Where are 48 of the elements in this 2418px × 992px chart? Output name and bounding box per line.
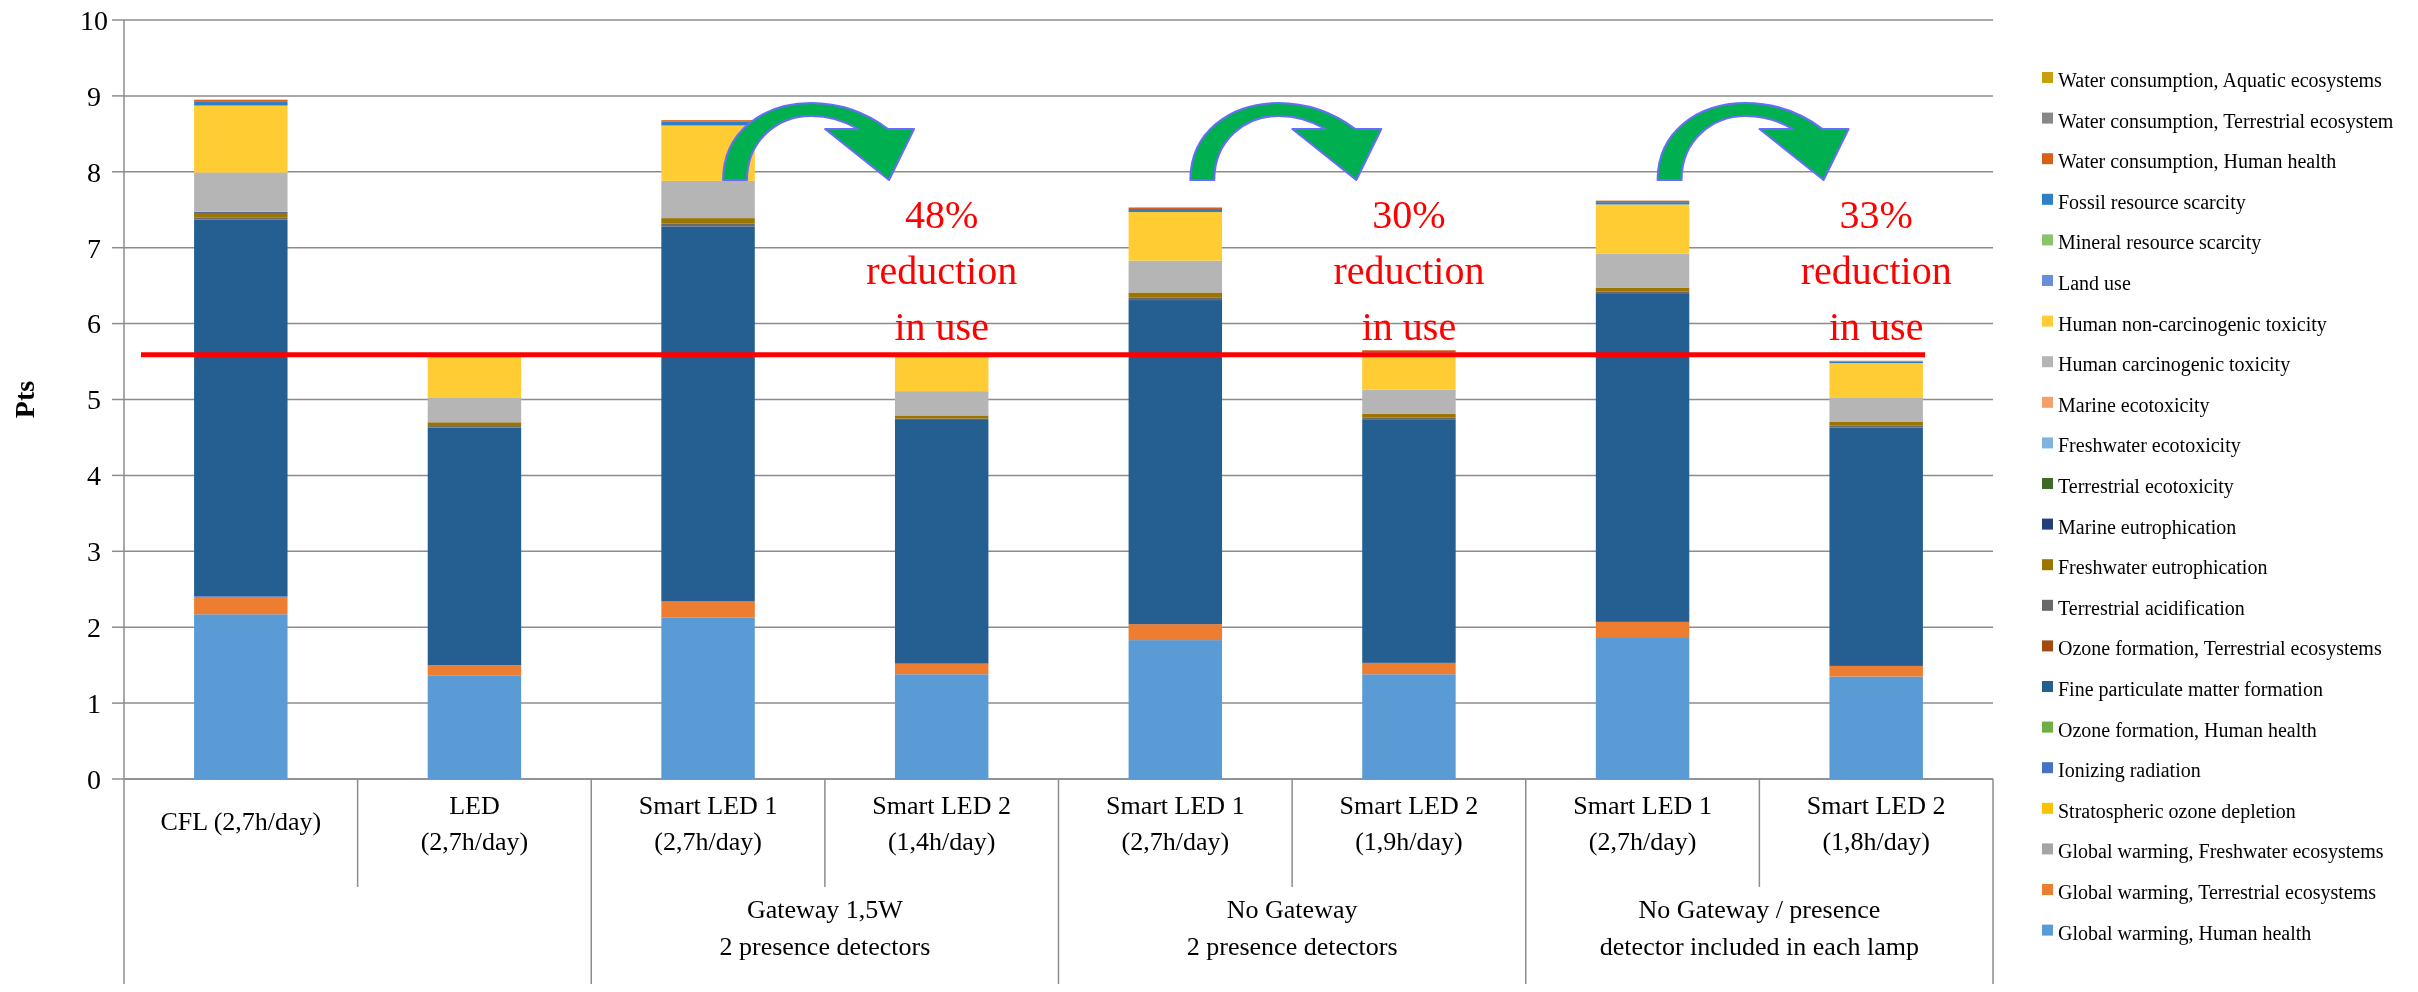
legend-label: Water consumption, Terrestrial ecosystem xyxy=(2058,109,2394,133)
annotation: 48% reduction in use xyxy=(866,192,1018,349)
legend-label: Global warming, Terrestrial ecosystems xyxy=(2058,881,2377,904)
x-tick-label: Smart LED 1 (2,7h/day) xyxy=(1105,791,1245,856)
legend-label: Stratospheric ozone depletion xyxy=(2058,799,2296,823)
legend-label: Human non-carcinogenic toxicity xyxy=(2058,312,2327,336)
legend-label: Ionizing radiation xyxy=(2058,759,2201,783)
text: No Gateway / presence detector included in each lamp xyxy=(1599,895,1919,961)
legend-label: Ozone formation, Terrestrial ecosystems xyxy=(2058,637,2382,661)
x-tick-label: LED (2,7h/day) xyxy=(420,791,529,856)
legend-label: Marine eutrophication xyxy=(2058,515,2237,539)
x-tick-label: Smart LED 2 (1,8h/day) xyxy=(1806,791,1946,856)
legend-label: Mineral resource scarcity xyxy=(2058,231,2262,255)
legend-label: Global warming, Human health xyxy=(2058,921,2312,945)
legend-label: Water consumption, Human health xyxy=(2058,150,2337,174)
y-tick-label: 2 xyxy=(87,612,101,643)
y-tick-label: 9 xyxy=(87,80,101,112)
text: No Gateway 2 presence detectors xyxy=(1186,895,1398,961)
y-tick-label: 10 xyxy=(80,4,108,36)
legend-label: Freshwater ecotoxicity xyxy=(2058,434,2241,458)
legend-label: Land use xyxy=(2058,272,2131,294)
x-tick-label: Smart LED 2 (1,9h/day) xyxy=(1339,791,1479,856)
legend-label: Water consumption, Aquatic ecosystems xyxy=(2058,69,2383,92)
y-tick-label: 3 xyxy=(87,536,101,568)
legend-label: Fossil resource scarcity xyxy=(2058,190,2246,214)
y-tick-label: 0 xyxy=(87,763,101,795)
text: Gateway 1,5W 2 presence detectors xyxy=(719,895,931,961)
annotation: 30% reduction in use xyxy=(1333,192,1485,349)
legend-label: Global warming, Freshwater ecosystems xyxy=(2058,840,2384,864)
y-tick-label: 6 xyxy=(87,308,101,340)
y-tick-label: 5 xyxy=(87,384,101,416)
legend-label: Human carcinogenic toxicity xyxy=(2058,353,2291,377)
legend-label: Fine particulate matter formation xyxy=(2058,678,2323,701)
x-tick-label: Smart LED 1 (2,7h/day) xyxy=(638,791,778,856)
legend-label: Terrestrial acidification xyxy=(2058,596,2245,619)
x-tick-label: Smart LED 2 (1,4h/day) xyxy=(872,791,1012,856)
y-tick-label: 4 xyxy=(87,460,101,492)
y-tick-label: 7 xyxy=(87,232,101,264)
legend-label: Ozone formation, Human health xyxy=(2058,718,2317,741)
y-tick-label: 8 xyxy=(87,156,101,188)
x-tick-label: CFL (2,7h/day) xyxy=(160,807,322,836)
legend-label: Terrestrial ecotoxicity xyxy=(2058,475,2234,498)
annotation: 33% reduction in use xyxy=(1800,192,1952,349)
legend-label: Freshwater eutrophication xyxy=(2058,556,2268,580)
y-axis-title: Pts xyxy=(9,380,40,419)
legend-label: Marine ecotoxicity xyxy=(2058,393,2210,417)
x-tick-label: Smart LED 1 (2,7h/day) xyxy=(1573,791,1712,856)
y-tick-label: 1 xyxy=(87,687,101,719)
